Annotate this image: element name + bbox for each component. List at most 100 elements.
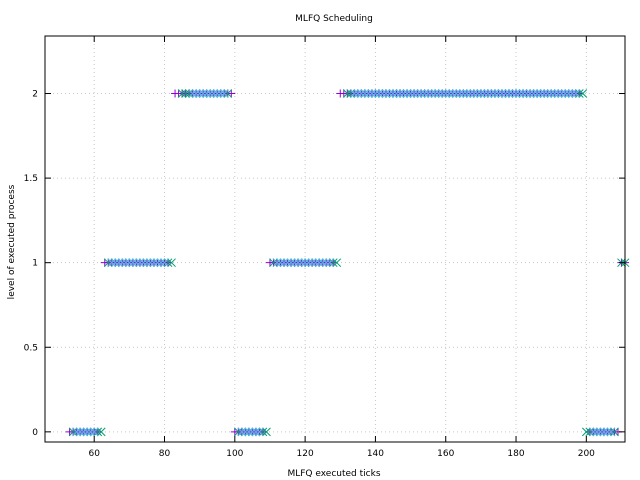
data-point [227,89,236,98]
data-point [448,89,458,98]
data-point [367,89,377,98]
data-point [494,89,503,98]
data-point [297,258,306,268]
data-point [596,427,605,437]
data-point [216,89,226,98]
data-point [96,427,106,437]
data-point [357,89,366,98]
data-point [529,89,538,98]
data-point [423,89,433,98]
points-layer [65,89,630,437]
data-point [455,89,465,98]
data-point [592,427,602,437]
data-point [244,427,254,437]
data-point [458,89,468,98]
data-point [283,258,292,268]
data-point [318,258,328,268]
data-point [550,89,560,98]
data-point [392,89,401,98]
data-point [128,258,138,268]
data-point [532,89,542,98]
data-point [181,89,190,98]
data-point [209,89,219,98]
data-point [465,89,475,98]
data-point [114,258,124,268]
data-point [191,89,201,98]
data-point [300,258,310,268]
data-point [255,427,264,437]
data-point [546,89,556,98]
data-point [606,427,616,437]
data-point [473,89,482,98]
data-point [121,258,131,268]
data-point [279,258,289,268]
data-point [241,427,250,437]
data-point [564,89,574,98]
data-point [262,427,271,437]
data-point [188,89,197,98]
data-point [420,89,429,98]
data-point [360,89,370,98]
data-point [560,89,570,98]
data-point [364,89,373,98]
data-point [385,89,394,98]
data-point [585,427,595,437]
data-point [272,258,282,268]
data-point [251,427,261,437]
data-point [135,258,145,268]
data-point [610,427,619,437]
data-point [441,89,451,98]
data-point [557,89,567,98]
data-point [233,427,243,437]
data-point [286,258,296,268]
data-point [567,89,577,98]
data-point [434,89,444,98]
data-point [497,89,507,98]
data-point [353,89,363,98]
data-point [314,258,324,268]
data-point [163,258,173,268]
data-point [146,258,155,268]
data-point [237,427,247,437]
data-point [125,258,134,268]
data-point [427,89,437,98]
data-point [177,89,187,98]
data-point [603,427,612,437]
data-point [371,89,380,98]
ticks-layer: 60 80 100 120 140 160 180 200 0 0.5 1 1.5 2 [24,36,625,459]
data-point [522,89,531,98]
data-point [589,427,598,437]
data-point [276,258,285,268]
data-point [107,258,117,268]
data-point [511,89,521,98]
y-tick-label: 0 [32,428,38,438]
data-point [72,427,81,437]
data-point [374,89,384,98]
data-point [378,89,387,98]
y-tick-label: 2 [32,90,38,100]
data-point [205,89,215,98]
data-point [153,258,162,268]
data-point [142,258,152,268]
data-point [149,258,159,268]
data-point [103,258,113,268]
x-tick-label: 180 [507,449,524,459]
data-point [79,427,89,437]
data-point [290,258,299,268]
data-point [293,258,303,268]
x-axis-label: MLFQ executed ticks [287,469,380,479]
data-point [321,258,331,268]
data-point [402,89,412,98]
grid-layer [45,36,625,442]
data-point [167,258,176,268]
data-point [86,427,96,437]
data-point [581,427,591,437]
data-point [89,427,99,437]
data-point [480,89,489,98]
data-point [212,89,222,98]
plot-frame [44,35,626,443]
data-point [490,89,500,98]
data-point [574,89,584,98]
chart-title: MLFQ Scheduling [295,14,373,24]
